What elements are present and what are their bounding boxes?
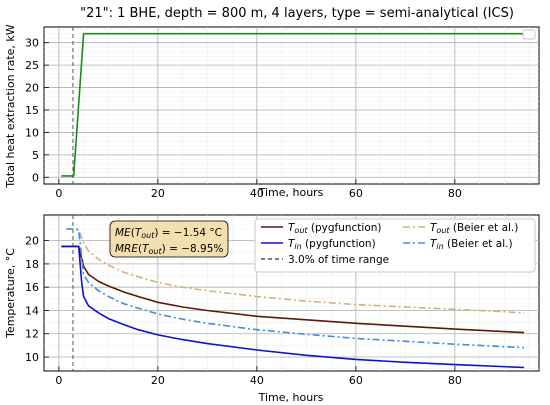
- y-tick-label: 15: [25, 104, 39, 117]
- heat-extraction-panel: Time, hours Total heat extraction rate, …: [4, 24, 540, 200]
- x-tick-label: 40: [250, 374, 264, 387]
- y-tick-label: 25: [25, 59, 39, 72]
- y-tick-label: 0: [32, 171, 39, 184]
- y-tick-label: 10: [25, 126, 39, 139]
- series-line-2: [66, 228, 525, 314]
- annotation-line-2: MRE(Tout) = −8.95%: [115, 243, 223, 256]
- legend-entry: Tout (Beier et al.): [403, 222, 518, 235]
- legend-box: [522, 29, 536, 40]
- metrics-annotation: ME(Tout) = −1.54 °C MRE(Tout) = −8.95%: [109, 220, 229, 258]
- y-tick-label: 20: [25, 235, 39, 248]
- legend-entry: Tin (pygfunction): [261, 238, 376, 251]
- legend: Tout (pygfunction) Tin (pygfunction) 3.0% …: [254, 218, 536, 273]
- x-tick-label: 20: [151, 187, 165, 200]
- series-line-3: [66, 228, 525, 349]
- x-axis-label: Time, hours: [258, 186, 324, 199]
- annotation-box: [109, 220, 229, 258]
- series-lines: [61, 27, 525, 184]
- y-axis-label: Total heat extraction rate, kW: [4, 24, 17, 188]
- series-lines: [61, 215, 525, 371]
- annotation-line-1: ME(Tout) = −1.54 °C: [115, 227, 222, 240]
- legend-entry: Tout (pygfunction): [261, 222, 382, 235]
- x-tick-label: 0: [55, 374, 62, 387]
- x-tick-label: 20: [151, 374, 165, 387]
- grid: [44, 27, 539, 184]
- temperature-panel: Time, hours Temperature, °C ME(Tout) = −…: [4, 214, 540, 404]
- y-tick-label: 18: [25, 258, 39, 271]
- series-line-0: [61, 32, 525, 177]
- legend-label: Tout (Beier et al.): [430, 222, 518, 235]
- y-axis-label: Temperature, °C: [4, 248, 17, 339]
- figure-title: "21": 1 BHE, depth = 800 m, 4 layers, ty…: [80, 6, 514, 21]
- legend-label: 3.0% of time range: [288, 254, 389, 266]
- x-tick-label: 60: [349, 374, 363, 387]
- legend-box: [254, 218, 536, 273]
- y-tick-label: 12: [25, 328, 39, 341]
- y-tick-label: 16: [25, 281, 39, 294]
- x-tick-label: 60: [349, 187, 363, 200]
- y-tick-label: 30: [25, 37, 39, 50]
- x-tick-label: 40: [250, 187, 264, 200]
- legend-entry: 3.0% of time range: [261, 254, 389, 266]
- series-line-1: [61, 245, 525, 369]
- legend-label: Tin (pygfunction): [288, 238, 376, 251]
- legend-entry: Tin (Beier et al.): [403, 238, 513, 251]
- x-axis-label: Time, hours: [258, 391, 324, 404]
- x-tick-label: 80: [448, 187, 462, 200]
- y-tick-label: 14: [25, 304, 39, 317]
- y-tick-label: 20: [25, 82, 39, 95]
- legend-label: Tout (pygfunction): [288, 222, 382, 235]
- x-tick-label: 80: [448, 374, 462, 387]
- y-tick-label: 5: [32, 149, 39, 162]
- x-tick-label: 0: [55, 187, 62, 200]
- legend-label: Tin (Beier et al.): [430, 238, 513, 251]
- y-tick-label: 10: [25, 351, 39, 364]
